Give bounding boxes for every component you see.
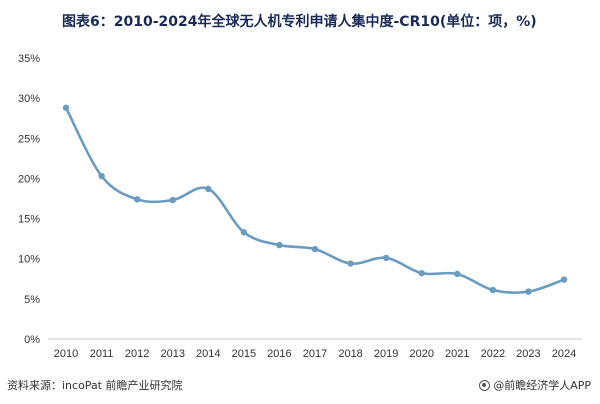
source-note: 资料来源：incoPat 前瞻产业研究院 [7, 379, 183, 392]
x-tick-label: 2018 [338, 348, 362, 360]
data-point [347, 260, 354, 267]
x-tick-label: 2015 [232, 348, 256, 360]
data-point [205, 185, 212, 193]
y-tick-label: 5% [24, 294, 40, 306]
x-tick-label: 2021 [445, 348, 469, 360]
y-tick-label: 30% [18, 93, 40, 105]
y-tick-label: 20% [18, 173, 40, 185]
y-tick-label: 15% [18, 214, 40, 226]
series-line [64, 106, 566, 294]
data-point [454, 270, 461, 278]
data-point [98, 172, 105, 180]
data-point [560, 276, 568, 283]
x-tick-label: 2017 [303, 348, 327, 360]
y-tick-label: 25% [18, 133, 40, 145]
data-point [418, 269, 425, 277]
y-axis-tick-labels: 0% 5% 10% 15% 20% 25% 30% 35% [18, 53, 40, 346]
data-point [382, 254, 390, 262]
data-point [489, 286, 497, 294]
x-tick-label: 2022 [481, 348, 505, 360]
y-tick-label: 0% [24, 334, 40, 346]
y-tick-label: 10% [18, 254, 40, 266]
qianzhan-logo-icon [479, 379, 491, 391]
series-points [62, 104, 568, 295]
data-point [133, 196, 141, 203]
x-tick-label: 2020 [409, 348, 433, 360]
y-tick-label: 35% [18, 53, 40, 65]
x-tick-label: 2024 [552, 348, 576, 360]
x-tick-label: 2016 [267, 348, 291, 360]
x-tick-label: 2012 [125, 348, 149, 360]
data-point [169, 196, 176, 204]
x-tick-label: 2014 [196, 348, 220, 360]
chart-title: 图表6：2010-2024年全球无人机专利申请人集中度-CR10(单位：项，%) [62, 14, 537, 30]
data-point [240, 229, 248, 236]
x-tick-label: 2019 [374, 348, 398, 360]
brand-credit: @前瞻经济学人APP [479, 377, 591, 393]
brand-label: @前瞻经济学人APP [493, 379, 591, 392]
x-tick-label: 2011 [90, 348, 114, 360]
data-point [525, 288, 532, 295]
x-tick-label: 2023 [516, 348, 540, 360]
data-point [276, 241, 283, 249]
x-tick-label: 2013 [160, 348, 184, 360]
x-axis-tick-labels: 2010 2011 2012 2013 2014 2015 2016 2017 2018 2019… [54, 348, 576, 360]
data-point [62, 104, 70, 111]
x-tick-label: 2010 [54, 348, 78, 360]
data-point [311, 245, 319, 253]
